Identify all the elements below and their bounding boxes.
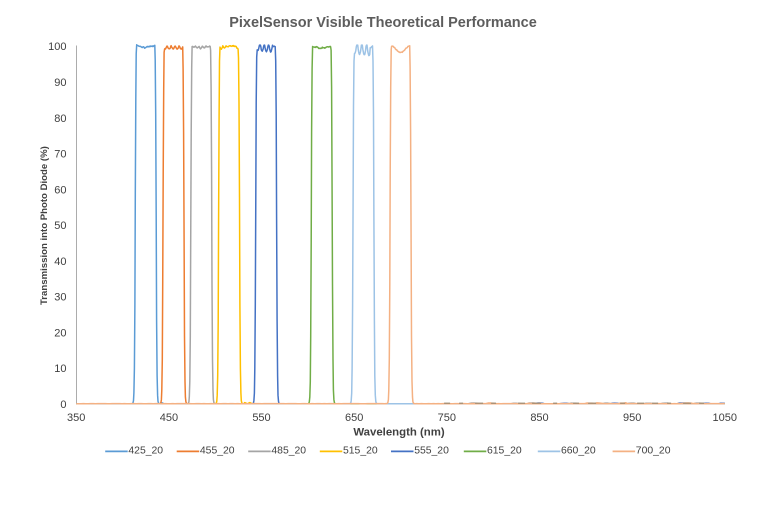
svg-text:1050: 1050 [713, 412, 737, 424]
svg-text:10: 10 [54, 363, 66, 375]
svg-text:660_20: 660_20 [561, 446, 596, 457]
svg-text:950: 950 [623, 412, 641, 424]
svg-text:550: 550 [252, 412, 270, 424]
svg-text:30: 30 [54, 292, 66, 304]
svg-text:850: 850 [530, 412, 548, 424]
svg-text:450: 450 [160, 412, 178, 424]
svg-text:20: 20 [54, 327, 66, 339]
svg-text:100: 100 [48, 41, 66, 53]
svg-text:50: 50 [54, 220, 66, 232]
svg-text:350: 350 [67, 412, 85, 424]
svg-text:615_20: 615_20 [487, 446, 522, 457]
svg-text:425_20: 425_20 [128, 446, 163, 457]
svg-text:515_20: 515_20 [343, 446, 378, 457]
svg-text:700_20: 700_20 [636, 446, 671, 457]
svg-text:60: 60 [54, 184, 66, 196]
svg-text:PixelSensor Visible Theoretica: PixelSensor Visible Theoretical Performa… [229, 15, 537, 31]
svg-text:80: 80 [54, 113, 66, 125]
svg-text:70: 70 [54, 149, 66, 161]
svg-text:455_20: 455_20 [200, 446, 235, 457]
svg-text:0: 0 [60, 399, 66, 411]
svg-text:750: 750 [438, 412, 456, 424]
svg-text:485_20: 485_20 [271, 446, 306, 457]
svg-text:555_20: 555_20 [414, 446, 449, 457]
svg-text:650: 650 [345, 412, 363, 424]
svg-text:40: 40 [54, 256, 66, 268]
svg-text:90: 90 [54, 77, 66, 89]
svg-text:Transmission into Photo Diode: Transmission into Photo Diode (%) [39, 146, 50, 305]
svg-text:Wavelength (nm): Wavelength (nm) [353, 427, 445, 439]
